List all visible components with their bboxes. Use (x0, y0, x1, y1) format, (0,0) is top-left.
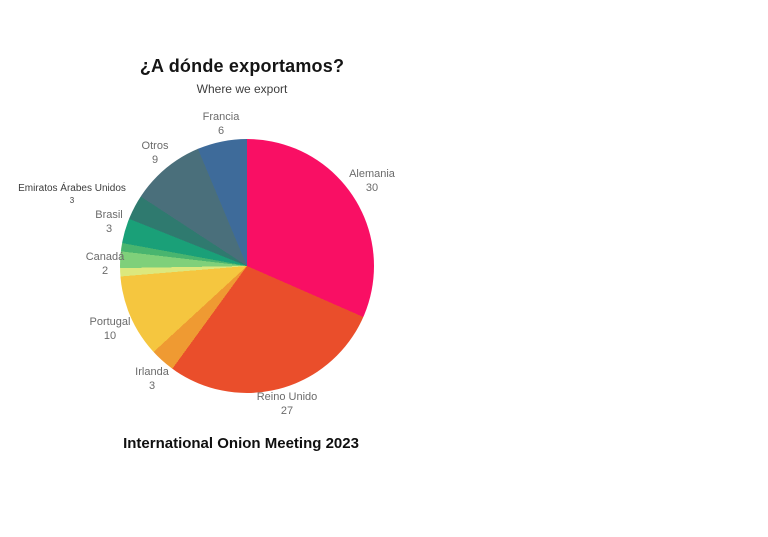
slice-label-portugal: Portugal 10 (89, 316, 131, 342)
slice-label-irlanda: Irlanda 3 (135, 366, 169, 392)
slice-label-reino-unido: Reino Unido 27 (256, 391, 318, 417)
slice-label-alemania: Alemania 30 (349, 168, 395, 194)
chart-title: ¿A dónde exportamos? (139, 56, 345, 76)
pie-chart[interactable] (120, 139, 374, 393)
chart-footer: International Onion Meeting 2023 (123, 435, 359, 452)
slice-label-canada: Canadá 2 (85, 251, 125, 277)
slice-label-otros: Otros 9 (141, 140, 169, 166)
slice-label-brasil: Brasil 3 (95, 209, 123, 235)
slice-label-emiratos: Emiratos Árabes Unidos 3 (18, 183, 126, 205)
slice-label-francia: Francia 6 (202, 111, 240, 137)
chart-subtitle: Where we export (196, 82, 288, 96)
